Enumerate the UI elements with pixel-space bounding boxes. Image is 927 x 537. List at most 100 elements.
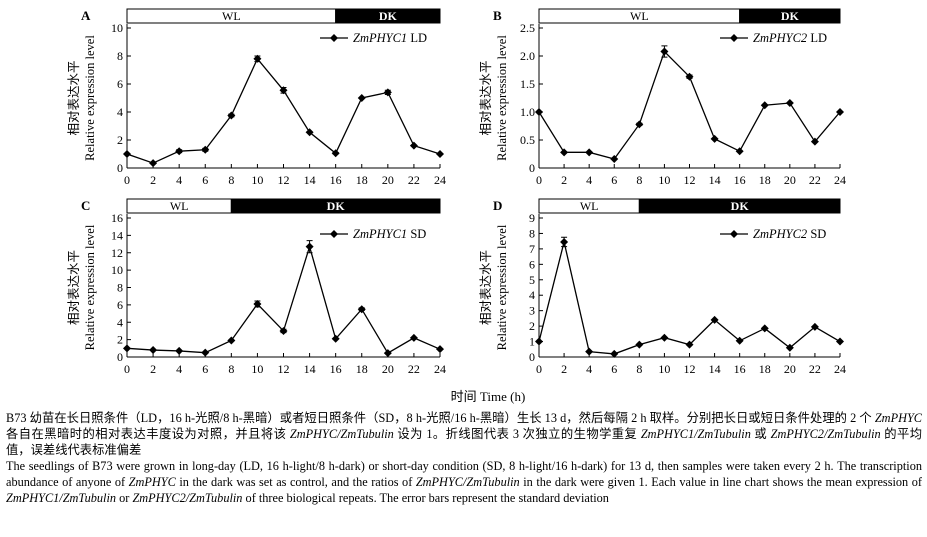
data-point-marker (585, 148, 594, 157)
photoperiod-bar-dk (335, 8, 441, 24)
x-tick-label: 0 (536, 173, 542, 187)
series-line (126, 244, 441, 354)
data-point-marker (685, 340, 694, 349)
x-tick-label: 12 (684, 362, 696, 376)
caption-cn-segment: ZmPHYC/ZmTubulin (289, 427, 394, 441)
data-point-marker (383, 349, 392, 358)
y-tick-label: 8 (529, 226, 535, 240)
figure-caption-chinese: B73 幼苗在长日照条件（LD，16 h-光照/8 h-黑暗）或者短日照条件（S… (6, 410, 922, 458)
legend-gene: ZmPHYC1 (353, 227, 407, 241)
caption-cn-segment: 设为 1。折线图代表 3 次独立的生物学重复 (393, 427, 641, 441)
x-tick-label: 8 (636, 173, 642, 187)
data-point-marker (201, 348, 210, 357)
legend-gene: ZmPHYC1 (353, 31, 407, 45)
x-tick-label: 0 (536, 362, 542, 376)
legend-label: ZmPHYC1 SD (353, 227, 426, 241)
data-point-marker (585, 347, 594, 356)
x-tick-label: 14 (709, 362, 721, 376)
data-point-marker (735, 147, 744, 156)
x-tick-label: 8 (228, 173, 234, 187)
data-point-marker (123, 150, 131, 158)
caption-en-segment: ZmPHYC1/ZmTubulin (6, 491, 117, 505)
y-tick-label: 2.5 (520, 21, 535, 35)
x-tick-label: 6 (611, 173, 617, 187)
data-point-marker (760, 101, 769, 110)
series-line (126, 57, 441, 164)
legend-marker (330, 230, 338, 238)
data-point-marker (436, 150, 444, 158)
x-tick-label: 10 (658, 173, 670, 187)
data-point-marker (305, 242, 314, 251)
y-tick-label: 9 (529, 211, 535, 225)
data-point-marker (175, 147, 184, 156)
data-point-marker (409, 333, 418, 342)
y-axis-title-en: Relative expression level (495, 35, 509, 161)
legend-marker (330, 34, 338, 42)
x-tick-label: 14 (709, 173, 721, 187)
x-tick-label: 2 (150, 173, 156, 187)
x-tick-label: 18 (759, 173, 771, 187)
caption-cn-segment: 各自在黑暗时的相对表达丰度设为对照，并且将该 (6, 427, 290, 441)
data-point-marker (735, 336, 744, 345)
y-tick-label: 0 (529, 161, 535, 175)
y-tick-label: 6 (529, 257, 535, 271)
x-tick-label: 20 (784, 173, 796, 187)
data-point-marker (810, 137, 819, 146)
y-tick-label: 8 (117, 281, 123, 295)
x-tick-label: 10 (251, 173, 263, 187)
y-tick-label: 2 (529, 319, 535, 333)
legend-condition: LD (407, 31, 427, 45)
data-point-marker (357, 94, 366, 102)
photoperiod-label-wl: WL (170, 199, 189, 213)
legend-condition: LD (807, 31, 827, 45)
x-tick-label: 20 (784, 362, 796, 376)
caption-en-segment: of three biological repeats. The error b… (242, 491, 609, 505)
x-tick-label: 12 (278, 362, 290, 376)
data-point-marker (710, 315, 719, 324)
caption-en-segment: ZmPHYC2/ZmTubulin (132, 491, 243, 505)
y-tick-label: 6 (117, 77, 123, 91)
data-point-marker (149, 159, 158, 168)
data-point-marker (710, 134, 719, 143)
data-point-marker (409, 141, 418, 150)
x-tick-label: 18 (759, 362, 771, 376)
series-line (538, 241, 841, 355)
data-point-marker (560, 237, 569, 246)
x-tick-label: 22 (809, 173, 821, 187)
photoperiod-label-dk: DK (731, 199, 750, 213)
x-tick-label: 24 (834, 362, 846, 376)
x-tick-label: 10 (658, 362, 670, 376)
data-point-marker (660, 333, 669, 342)
data-point-marker (610, 155, 619, 164)
y-axis-title-en: Relative expression level (495, 224, 509, 350)
x-tick-label: 24 (434, 362, 446, 376)
y-tick-label: 12 (111, 246, 123, 260)
x-tick-label: 0 (124, 362, 130, 376)
x-tick-label: 16 (734, 173, 746, 187)
legend-label: ZmPHYC2 LD (753, 31, 827, 45)
data-point-marker (560, 148, 569, 157)
data-point-marker (331, 334, 340, 343)
x-tick-label: 24 (434, 173, 446, 187)
x-tick-label: 22 (408, 173, 420, 187)
data-point-marker (305, 128, 314, 137)
data-point-marker (279, 326, 288, 335)
y-tick-label: 0 (117, 161, 123, 175)
y-tick-label: 0 (529, 350, 535, 364)
x-tick-label: 16 (734, 362, 746, 376)
y-tick-label: 4 (117, 105, 123, 119)
caption-en-segment: The seedlings of B73 were grown in long-… (6, 459, 922, 489)
data-point-marker (383, 88, 392, 97)
photoperiod-label-dk: DK (781, 9, 800, 23)
x-tick-label: 6 (202, 173, 208, 187)
y-tick-label: 8 (117, 49, 123, 63)
y-tick-label: 3 (529, 304, 535, 318)
data-point-marker (175, 346, 184, 355)
y-tick-label: 10 (111, 263, 123, 277)
legend-condition: SD (407, 227, 426, 241)
x-tick-label: 18 (356, 362, 368, 376)
x-tick-label: 4 (586, 173, 592, 187)
